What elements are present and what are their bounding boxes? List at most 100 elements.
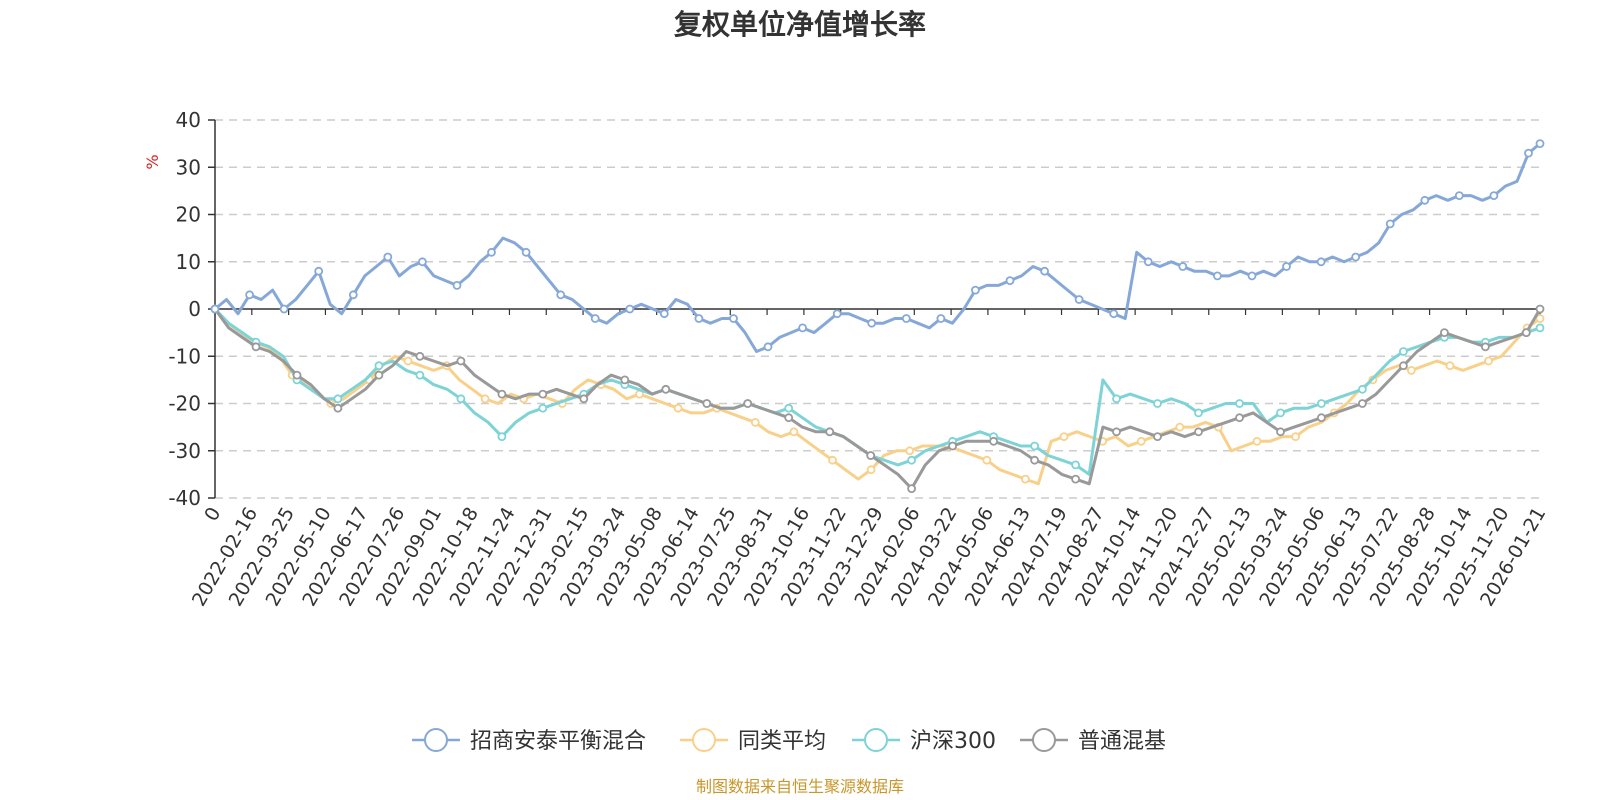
legend-swatch-marker[interactable] [864,728,888,752]
series-point-0 [1143,257,1153,267]
series-point-3 [538,389,548,399]
series-point-0 [556,290,566,300]
series-point-0 [901,314,911,323]
series-point-3 [333,403,343,413]
series-point-0 [383,252,393,262]
series-point-2 [374,361,384,371]
series-point-1 [750,417,760,427]
y-tick-label: -40 [168,486,201,510]
series-point-3 [1030,455,1039,465]
legend-item-label[interactable]: 同类平均 [738,729,826,754]
series-point-1 [480,394,490,404]
y-tick-label: 30 [176,155,201,179]
series-point-1 [789,427,799,437]
series-point-0 [1074,295,1084,304]
y-axis-unit: % [143,154,162,169]
series-point-0 [1524,148,1533,158]
series-point-1 [1445,361,1455,371]
series-point-0 [1282,262,1291,271]
series-point-2 [1153,399,1162,408]
series-point-3 [415,351,425,361]
y-tick-label: -20 [168,392,201,416]
series-point-3 [620,375,630,385]
series-point-3 [1481,342,1490,352]
series-point-0 [625,304,635,314]
series-point-3 [456,356,466,366]
series-point-2 [497,432,507,442]
legend-item-label[interactable]: 招商安泰平衡混合 [470,729,646,754]
series-point-1 [905,446,915,456]
series-lines [210,139,1545,494]
series-point-3 [743,399,753,408]
series-point-1 [866,465,876,475]
series-point-3 [989,436,998,446]
series-point-1 [1136,436,1146,446]
series-point-2 [1317,399,1326,408]
legend-swatch-marker[interactable] [1032,728,1056,752]
x-tick-label: 0 [200,504,225,525]
series-point-2 [784,403,794,413]
series-point-0 [1420,195,1430,205]
y-tick-label: 0 [188,297,201,321]
series-point-3 [1317,413,1326,423]
series-point-3 [825,427,835,437]
series-point-0 [763,342,773,352]
series-point-3 [292,370,302,380]
series-point-2 [1535,323,1545,333]
series-point-2 [907,455,916,465]
series-line-3 [213,308,1542,491]
series-point-2 [1276,408,1285,418]
series-point-3 [1235,413,1244,423]
legend-item-label[interactable]: 普通混基 [1078,729,1166,754]
series-point-0 [314,266,324,276]
series-point-3 [1071,474,1080,484]
series-point-0 [729,314,738,323]
series-point-1 [1252,436,1262,446]
series-point-1 [982,455,992,465]
series-point-3 [661,384,671,394]
series-point-3 [1521,328,1531,338]
series-point-3 [374,370,384,380]
series-point-2 [1030,441,1039,451]
series-point-0 [1178,262,1188,271]
series-point-1 [1059,432,1069,442]
series-point-0 [452,280,462,290]
series-point-1 [673,403,683,413]
series-point-0 [245,290,255,300]
series-point-3 [1276,427,1285,437]
legend-item-label[interactable]: 沪深300 [910,729,996,754]
legend-swatch-marker[interactable] [692,728,716,752]
series-point-1 [1407,365,1416,375]
series-point-3 [784,413,794,423]
y-tick-label: 20 [176,203,201,227]
series-point-2 [1399,347,1408,356]
y-tick-label: 10 [176,250,201,274]
series-point-2 [1112,394,1121,404]
series-point-0 [210,304,220,314]
legend[interactable]: 招商安泰平衡混合 同类平均 沪深300 普通混基 [412,728,1166,754]
series-point-0 [521,247,531,257]
data-source-note: 制图数据来自恒生聚源数据库 [696,777,904,796]
series-point-0 [1040,266,1049,276]
series-point-0 [1385,219,1395,229]
series-point-0 [936,314,946,323]
series-point-0 [1351,252,1361,262]
series-point-1 [1484,356,1493,366]
series-point-0 [590,314,600,323]
series-line-2 [213,307,1541,476]
series-point-3 [702,399,712,408]
series-point-0 [1247,271,1257,281]
series-point-1 [1291,432,1300,442]
series-point-3 [1399,361,1408,371]
series-point-0 [279,304,289,314]
series-point-0 [417,257,427,267]
series-point-3 [579,394,589,404]
y-axis-ticks: 40 30 20 10 0 -10 -20 -30 -40 [168,108,215,510]
series-point-3 [497,389,507,399]
series-point-1 [1175,422,1185,432]
series-point-0 [832,309,842,319]
series-point-0 [867,318,877,328]
legend-swatch-marker[interactable] [424,728,448,752]
series-line-1 [213,307,1541,486]
